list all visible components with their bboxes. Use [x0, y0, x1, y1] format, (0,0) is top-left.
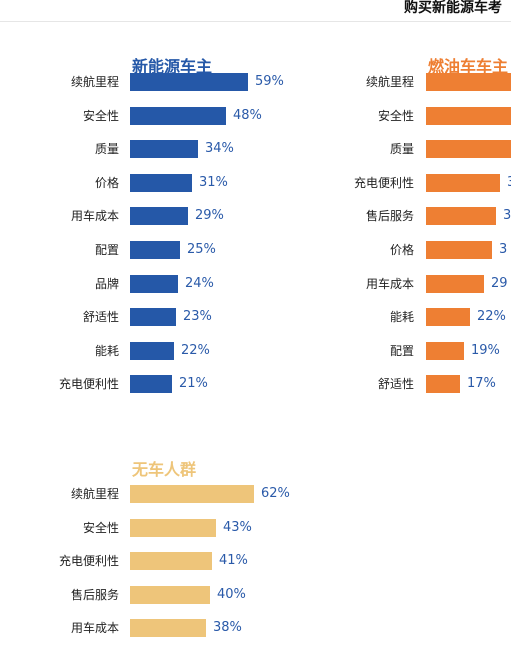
none-category-label: 用车成本 — [70, 621, 119, 636]
fuel-category-label: 能耗 — [389, 310, 414, 325]
nev-value-label: 24% — [185, 275, 214, 291]
nev-category-label: 续航里程 — [70, 75, 119, 89]
fuel-bar — [426, 308, 470, 327]
fuel-bar — [426, 341, 464, 360]
fuel-category-label: 质量 — [389, 142, 414, 157]
nev-category-label: 质量 — [94, 142, 119, 157]
none-value-label: 62% — [261, 486, 290, 501]
nev-value-label: 25% — [187, 242, 216, 257]
nev-category-label: 配置 — [94, 243, 119, 257]
fuel-bar — [426, 173, 500, 192]
none-category-label: 售后服务 — [70, 587, 119, 602]
fuel-bar — [426, 241, 492, 259]
nev-value-label: 34% — [205, 141, 234, 157]
nev-bar — [130, 308, 176, 327]
fuel-value-label: 3 — [503, 208, 511, 224]
fuel-bar — [426, 274, 484, 293]
fuel-value-label: 29 — [491, 275, 508, 291]
none-bar — [130, 585, 210, 604]
nev-bar — [130, 106, 226, 125]
nev-category-label: 品牌 — [94, 276, 119, 291]
nev-bar — [130, 375, 172, 394]
nev-bar — [130, 73, 248, 91]
fuel-category-label: 用车成本 — [365, 276, 414, 291]
none-bar — [130, 485, 254, 503]
nev-value-label: 59% — [255, 74, 284, 89]
nev-bar — [130, 241, 180, 259]
none-value-label: 40% — [217, 586, 246, 602]
fuel-category-label: 舒适性 — [377, 377, 414, 392]
nev-category-label: 充电便利性 — [58, 377, 119, 392]
nev-bar — [130, 207, 188, 226]
fuel-bar — [426, 106, 511, 125]
nev-category-label: 安全性 — [82, 108, 119, 123]
none-bar — [130, 619, 206, 638]
fuel-category-label: 配置 — [389, 343, 414, 358]
fuel-bar — [426, 207, 496, 226]
no-car-heading: 无车人群 — [132, 460, 197, 479]
nev-category-label: 价格 — [94, 175, 119, 190]
header-divider — [0, 21, 511, 22]
fuel-bar — [426, 140, 511, 159]
none-category-label: 充电便利性 — [58, 554, 119, 569]
fuel-value-label: 17% — [467, 376, 496, 392]
fuel-category-label: 充电便利性 — [353, 175, 414, 190]
fuel-value-label: 22% — [477, 309, 506, 325]
fuel-category-label: 售后服务 — [365, 209, 414, 224]
fuel-value-label: 3 — [507, 175, 511, 191]
nev-value-label: 22% — [181, 342, 210, 358]
none-category-label: 安全性 — [82, 520, 119, 535]
nev-category-label: 舒适性 — [82, 310, 119, 325]
page-title: 购买新能源车考 — [404, 0, 502, 16]
nev-category-label: 用车成本 — [70, 209, 119, 224]
fuel-bar — [426, 73, 511, 91]
fuel-value-label: 19% — [471, 342, 500, 358]
nev-value-label: 29% — [195, 208, 224, 224]
nev-owner-heading: 新能源车主 — [132, 57, 213, 76]
fuel-category-label: 安全性 — [377, 108, 414, 123]
nev-value-label: 48% — [233, 107, 262, 123]
nev-bar — [130, 274, 178, 293]
nev-bar — [130, 140, 198, 159]
none-value-label: 38% — [213, 620, 242, 636]
nev-value-label: 23% — [183, 309, 212, 325]
none-bar — [130, 518, 216, 537]
none-value-label: 41% — [219, 553, 248, 569]
nev-bar — [130, 173, 192, 192]
fuel-category-label: 价格 — [389, 243, 414, 257]
fuel-owner-heading: 燃油车车主 — [428, 57, 509, 76]
none-bar — [130, 552, 212, 571]
fuel-bar — [426, 375, 460, 394]
nev-bar — [130, 341, 174, 360]
fuel-category-label: 续航里程 — [365, 75, 414, 89]
none-category-label: 续航里程 — [70, 487, 119, 501]
nev-category-label: 能耗 — [94, 343, 119, 358]
fuel-value-label: 3 — [499, 242, 508, 257]
nev-value-label: 31% — [199, 174, 228, 190]
none-value-label: 43% — [223, 519, 252, 535]
nev-value-label: 21% — [179, 376, 208, 392]
